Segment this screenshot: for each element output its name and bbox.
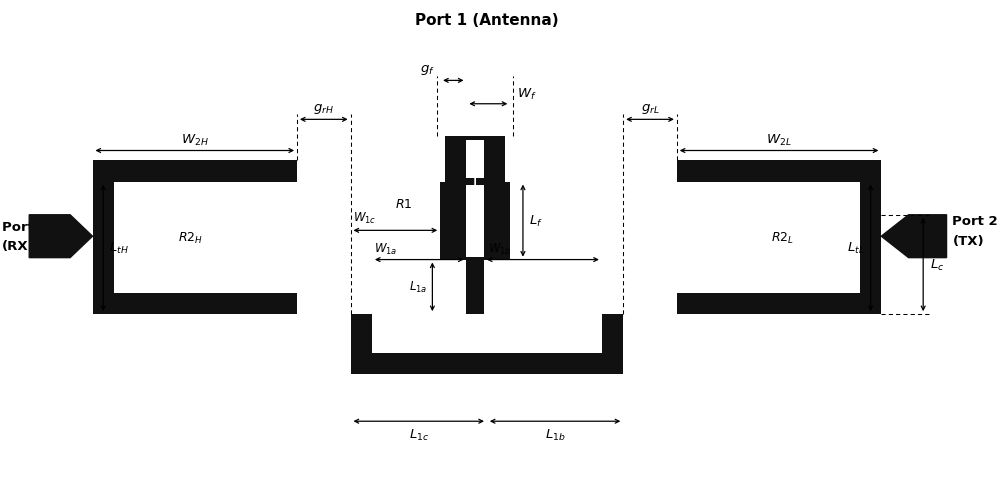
Text: $L_{1c}$: $L_{1c}$	[409, 427, 429, 442]
Text: (RX): (RX)	[2, 240, 35, 253]
Bar	[93, 161, 297, 183]
Bar	[351, 314, 372, 375]
Text: $L_c$: $L_c$	[930, 257, 944, 272]
Text: $R2_H$: $R2_H$	[178, 230, 203, 245]
Bar	[860, 161, 881, 314]
Text: $W_{1b}$: $W_{1b}$	[488, 241, 512, 256]
Bar	[466, 260, 484, 314]
Bar	[93, 293, 297, 314]
Polygon shape	[29, 215, 93, 258]
Bar	[602, 314, 623, 375]
Text: $R1$: $R1$	[395, 198, 413, 210]
Bar	[445, 137, 505, 183]
Text: $W_{1c}$: $W_{1c}$	[353, 210, 376, 225]
Text: $W_{2H}$: $W_{2H}$	[181, 132, 209, 147]
Text: $L_{tL}$: $L_{tL}$	[847, 241, 865, 256]
Text: $W_{2L}$: $W_{2L}$	[766, 132, 792, 147]
Text: $g_{rL}$: $g_{rL}$	[641, 102, 659, 116]
Text: $R2_L$: $R2_L$	[771, 230, 794, 245]
Text: $W_f$: $W_f$	[517, 86, 537, 102]
Bar	[677, 161, 881, 183]
Text: $L_{tH}$: $L_{tH}$	[109, 241, 129, 256]
Bar	[440, 183, 510, 260]
Text: $L_{1b}$: $L_{1b}$	[545, 427, 565, 442]
Text: Port 3: Port 3	[2, 221, 48, 233]
Bar	[677, 293, 881, 314]
Text: Port 1 (Antenna): Port 1 (Antenna)	[415, 13, 559, 27]
Bar	[466, 185, 484, 257]
Text: Port 2: Port 2	[952, 215, 998, 227]
Text: (TX): (TX)	[952, 234, 984, 247]
Text: $L_{1a}$: $L_{1a}$	[409, 280, 428, 295]
Text: $W_{1a}$: $W_{1a}$	[374, 241, 397, 256]
Text: $g_f$: $g_f$	[420, 63, 435, 77]
Bar	[466, 141, 484, 179]
Text: $L_f$: $L_f$	[529, 214, 543, 229]
Bar	[93, 161, 114, 314]
Bar	[351, 353, 623, 375]
Polygon shape	[881, 215, 947, 258]
Bar	[458, 179, 493, 183]
Text: $g_{rH}$: $g_{rH}$	[313, 102, 334, 116]
